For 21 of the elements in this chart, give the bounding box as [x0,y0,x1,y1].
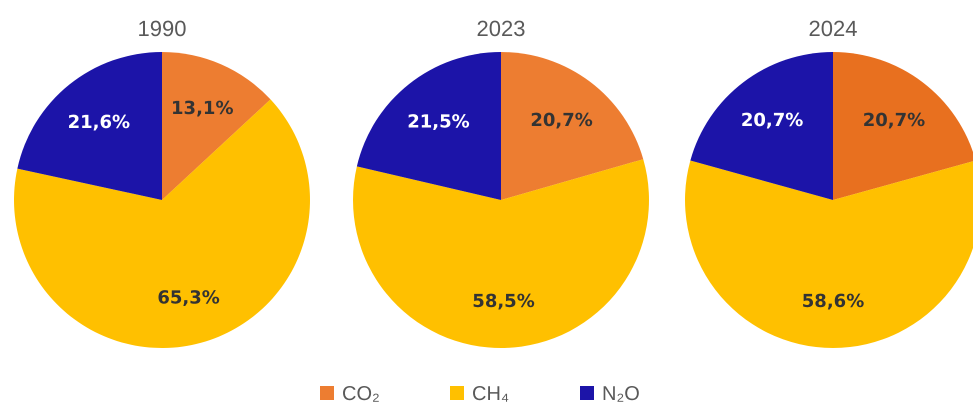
pie-slice [356,52,501,200]
chart-title: 2023 [476,16,526,41]
data-label: 13,1% [171,98,234,120]
pie-slice [17,52,162,200]
pie-slice [162,52,271,200]
data-label: 58,6% [802,290,864,312]
data-label: 21,6% [68,112,130,133]
data-label: 58,5% [472,290,535,312]
data-label: 65,3% [157,287,220,308]
legend-label: CO₂ [342,383,380,405]
data-label: 20,7% [530,110,593,131]
pie-slice [501,52,644,200]
data-label: 20,7% [862,110,926,132]
chart-title: 1990 [138,16,186,41]
legend-label: N₂O [602,383,640,405]
pie-slice [353,159,649,348]
pie-slice [14,99,310,348]
data-label: 20,7% [740,110,804,132]
chart-title: 2024 [808,16,858,41]
legend-label: CH₄ [472,383,510,405]
data-label: 21,5% [407,111,470,132]
